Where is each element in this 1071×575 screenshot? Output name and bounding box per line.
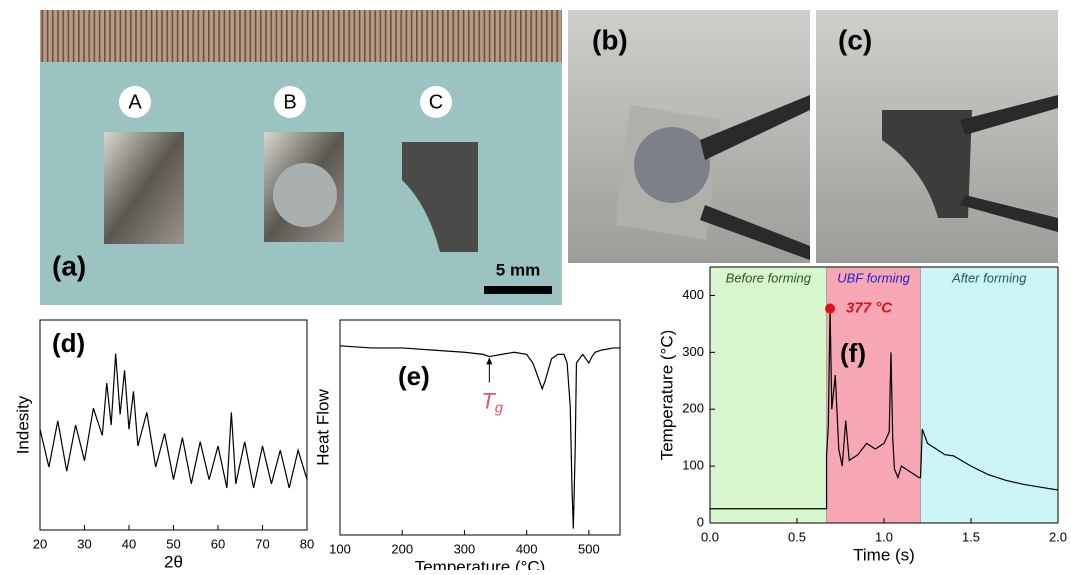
x-tick-label: 1.0 bbox=[875, 529, 893, 544]
x-tick-label: 80 bbox=[300, 536, 314, 551]
peak-label: 377 °C bbox=[846, 299, 893, 316]
x-tick-label: 0.0 bbox=[701, 529, 719, 544]
x-tick-label: 20 bbox=[33, 536, 47, 551]
y-axis-label: Temperature (°C) bbox=[657, 330, 676, 461]
plot-frame bbox=[340, 320, 620, 535]
y-axis-label: Heat Flow bbox=[313, 389, 332, 466]
panel-label: (e) bbox=[398, 361, 430, 391]
y-tick-label: 200 bbox=[682, 401, 704, 416]
annotation-sub: g bbox=[495, 399, 504, 416]
region-label: Before forming bbox=[726, 270, 812, 285]
x-tick-label: 1.5 bbox=[962, 529, 980, 544]
region-label: UBF forming bbox=[837, 270, 910, 285]
sample-label: C bbox=[429, 91, 443, 113]
x-axis-label: Time (s) bbox=[853, 545, 915, 564]
x-tick-label: 50 bbox=[166, 536, 180, 551]
peak-marker bbox=[825, 304, 835, 314]
sample-label: B bbox=[283, 91, 296, 113]
y-tick-label: 0 bbox=[697, 514, 704, 529]
panel-label: (f) bbox=[840, 338, 866, 368]
panel-label: (d) bbox=[52, 328, 85, 358]
region-label: After forming bbox=[951, 270, 1027, 285]
scale-label: 5 mm bbox=[496, 260, 540, 279]
panel-label: (c) bbox=[838, 24, 872, 55]
panel-label: (b) bbox=[592, 24, 628, 55]
y-tick-label: 100 bbox=[682, 458, 704, 473]
x-tick-label: 70 bbox=[255, 536, 269, 551]
y-tick-label: 400 bbox=[682, 287, 704, 302]
page: A B C (a) 5 mm (b) (c) 20 30 40 50 60 70 80 2θ I… bbox=[0, 0, 1071, 575]
x-tick-label: 40 bbox=[122, 536, 136, 551]
x-tick-label: 0.5 bbox=[788, 529, 806, 544]
x-tick-label: 300 bbox=[454, 541, 476, 556]
figure: A B C (a) 5 mm (b) (c) 20 30 40 50 60 70 80 2θ I… bbox=[0, 0, 1071, 570]
sample-label: A bbox=[128, 91, 142, 113]
x-axis-label: 2θ bbox=[164, 552, 183, 570]
x-tick-label: 200 bbox=[391, 541, 413, 556]
x-tick-label: 500 bbox=[578, 541, 600, 556]
region bbox=[921, 267, 1058, 523]
photo-a: A B C (a) 5 mm bbox=[40, 10, 562, 305]
photo-c: (c) bbox=[816, 10, 1058, 263]
y-axis-label: Indesity bbox=[13, 395, 32, 454]
x-tick-label: 100 bbox=[329, 541, 351, 556]
x-tick-label: 400 bbox=[516, 541, 538, 556]
panel-label: (a) bbox=[52, 250, 86, 281]
data-line bbox=[40, 354, 307, 488]
x-tick-label: 30 bbox=[77, 536, 91, 551]
region bbox=[710, 267, 827, 523]
annotation: Tg bbox=[481, 388, 503, 416]
arrow-head bbox=[486, 357, 492, 364]
x-axis-label: Temperature (°C) bbox=[415, 557, 546, 570]
x-tick-label: 2.0 bbox=[1049, 529, 1067, 544]
x-tick-label: 60 bbox=[211, 536, 225, 551]
data-line bbox=[340, 346, 620, 529]
y-tick-label: 300 bbox=[682, 344, 704, 359]
photo-b: (b) bbox=[568, 10, 810, 263]
